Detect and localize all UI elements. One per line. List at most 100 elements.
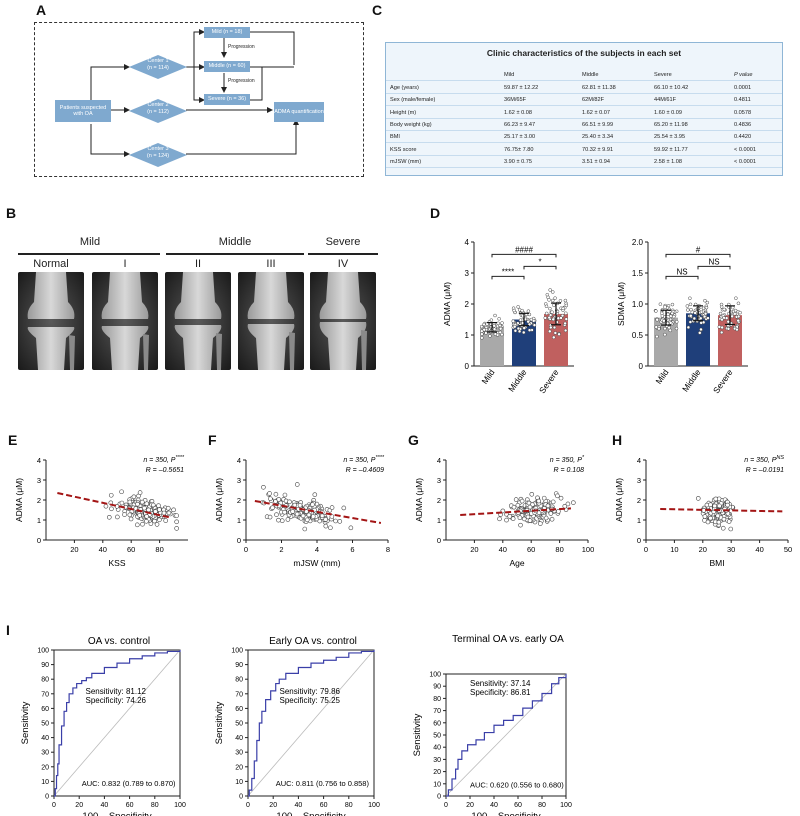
data-point bbox=[689, 307, 693, 312]
y-tick-label: 0 bbox=[37, 536, 41, 545]
data-point bbox=[718, 311, 723, 316]
data-point bbox=[482, 322, 486, 327]
data-point bbox=[171, 507, 176, 513]
data-point bbox=[726, 319, 731, 324]
data-point bbox=[511, 319, 515, 324]
data-point bbox=[686, 308, 690, 312]
data-point bbox=[736, 301, 741, 306]
center3-diamond bbox=[129, 143, 187, 167]
xray-grade-1: I bbox=[123, 258, 127, 270]
data-point bbox=[513, 329, 518, 333]
roc-oa-vs-control: OA vs. control 0 10 20 30 40 50 60 70 80 90 100 0 20 4… bbox=[20, 636, 186, 816]
table-cell: 3.90 ± 0.75 bbox=[504, 158, 532, 165]
data-point bbox=[565, 501, 571, 507]
data-point bbox=[541, 495, 547, 501]
y-tick-label: 1 bbox=[465, 331, 470, 340]
x-tick-label: 80 bbox=[151, 802, 159, 809]
data-point bbox=[522, 326, 526, 330]
y-tick-label: 4 bbox=[465, 238, 470, 247]
data-point bbox=[527, 518, 533, 523]
knee-xray-image bbox=[92, 272, 158, 370]
data-point bbox=[563, 321, 567, 326]
xray-grade-3: III bbox=[266, 258, 276, 270]
data-point bbox=[532, 323, 537, 327]
data-point bbox=[549, 516, 555, 522]
y-tick-label: 1 bbox=[637, 516, 641, 525]
data-point bbox=[721, 516, 727, 522]
x-tick-label: 40 bbox=[295, 802, 303, 809]
data-point bbox=[663, 332, 667, 337]
x-tick-label: 100 bbox=[582, 545, 595, 554]
table-cell: 66.23 ± 9.47 bbox=[504, 121, 536, 128]
data-point bbox=[304, 517, 310, 523]
table-cell: 2.58 ± 1.08 bbox=[654, 158, 682, 165]
chart-title: OA vs. control bbox=[88, 636, 150, 647]
data-point bbox=[520, 308, 524, 313]
x-tick-label: 60 bbox=[126, 802, 134, 809]
data-point bbox=[511, 504, 517, 510]
data-point bbox=[497, 516, 502, 522]
data-point bbox=[103, 503, 109, 509]
scatter-mjsw: 0 1 2 3 4 0 2 4 6 8 mJSW (mm) ADMA (μM) n = 350, P**… bbox=[214, 455, 390, 568]
y-tick-label: 100 bbox=[231, 648, 243, 655]
data-point bbox=[323, 523, 329, 529]
significance-label: **** bbox=[502, 267, 514, 276]
data-point bbox=[705, 300, 710, 305]
y-tick-label: 30 bbox=[433, 757, 441, 764]
x-axis-label: Age bbox=[509, 558, 524, 568]
table-cell: 44M/61F bbox=[654, 97, 677, 104]
table-cell: Age (years) bbox=[390, 85, 419, 91]
data-point bbox=[662, 319, 666, 323]
x-tick-label: 40 bbox=[490, 802, 498, 809]
y-axis-label: Sensitivity bbox=[214, 701, 225, 744]
x-tick-label: 80 bbox=[345, 802, 353, 809]
stat-n-label: n = 350, P**** bbox=[343, 455, 385, 464]
data-point bbox=[282, 492, 288, 498]
data-point bbox=[152, 518, 157, 524]
data-point bbox=[527, 328, 532, 332]
data-point bbox=[736, 318, 740, 323]
data-point bbox=[716, 519, 722, 525]
x-tick-label: 4 bbox=[315, 545, 319, 554]
y-tick-label: 4 bbox=[437, 456, 441, 465]
data-point bbox=[493, 313, 497, 318]
data-point bbox=[702, 314, 707, 319]
data-point bbox=[174, 526, 179, 531]
x-tick-label: 40 bbox=[499, 545, 507, 554]
table-cell: KSS score bbox=[390, 146, 417, 153]
specificity-label: Specificity: 75.25 bbox=[280, 696, 341, 705]
data-point bbox=[480, 332, 484, 336]
data-point bbox=[163, 518, 169, 523]
y-axis-label: SDMA (μM) bbox=[616, 282, 626, 326]
center3-label: Center 3 (n = 124) bbox=[146, 146, 170, 159]
y-tick-label: 100 bbox=[37, 648, 49, 655]
roc-curve bbox=[248, 650, 375, 797]
data-point bbox=[654, 309, 658, 313]
data-point bbox=[513, 497, 519, 502]
y-axis-label: ADMA (μM) bbox=[14, 478, 24, 522]
data-point bbox=[529, 491, 535, 497]
xray-grade-2: II bbox=[194, 258, 202, 270]
data-point bbox=[287, 499, 292, 505]
table-cell: 0.0001 bbox=[734, 85, 752, 91]
data-point bbox=[139, 499, 145, 505]
data-point bbox=[174, 519, 179, 525]
data-point bbox=[663, 326, 667, 331]
progression-label-2: Progression bbox=[228, 78, 255, 84]
x-tick-label: 100 bbox=[174, 802, 186, 809]
y-tick-label: 2 bbox=[465, 300, 470, 309]
y-tick-label: 0 bbox=[637, 536, 641, 545]
data-point bbox=[128, 516, 134, 522]
data-point bbox=[571, 500, 576, 505]
xray-group-middle: Middle bbox=[218, 236, 252, 248]
xray-grade-4: IV bbox=[337, 258, 349, 270]
data-point bbox=[553, 296, 557, 300]
data-point bbox=[557, 332, 561, 336]
data-point bbox=[285, 517, 291, 522]
data-point bbox=[564, 311, 568, 316]
data-point bbox=[156, 503, 161, 508]
data-point bbox=[109, 506, 114, 512]
panel-label-d: D bbox=[430, 205, 441, 221]
data-point bbox=[127, 512, 133, 518]
center2-label: Center 2 (n = 112) bbox=[147, 102, 169, 115]
